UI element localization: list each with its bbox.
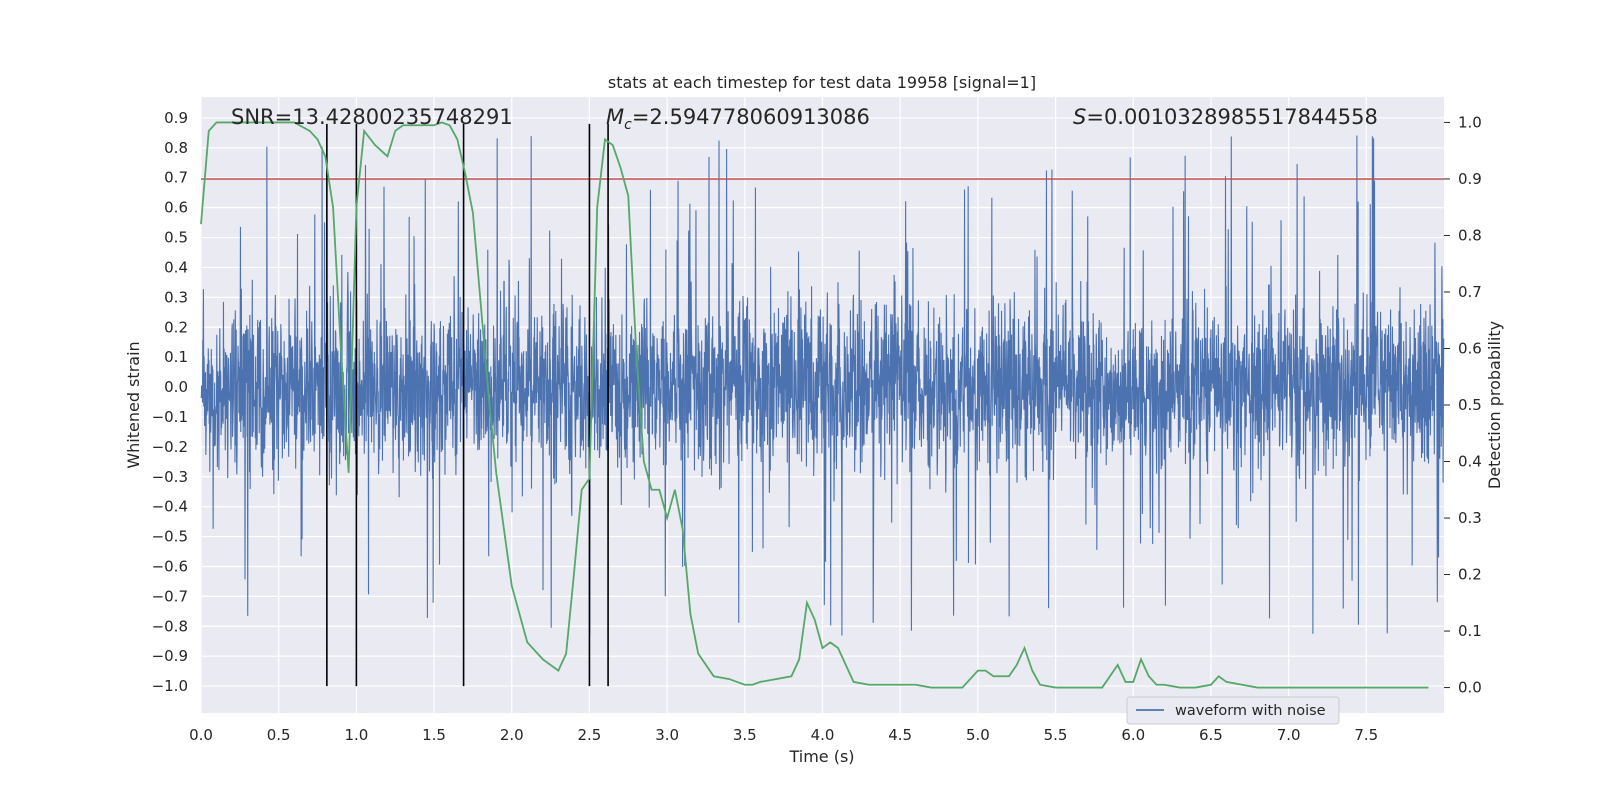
y-tick-label: −1.0 — [152, 677, 188, 695]
y2-axis-label: Detection probability — [1485, 321, 1504, 489]
x-tick-label: 1.5 — [422, 726, 446, 744]
y2-tick-label: 0.4 — [1458, 453, 1482, 471]
noise-waveform-path — [200, 135, 1445, 636]
x-tick-label: 2.0 — [500, 726, 524, 744]
s-symbol: S — [1073, 105, 1086, 129]
y-tick-label: 0.0 — [164, 378, 188, 396]
y-tick-label: 0.8 — [164, 139, 188, 157]
y-tick-label: −0.5 — [152, 528, 188, 546]
y-tick-label: −0.3 — [152, 468, 188, 486]
y2-tick-label: 0.1 — [1458, 622, 1482, 640]
x-tick-label: 5.5 — [1044, 726, 1068, 744]
x-tick-label: 7.0 — [1277, 726, 1301, 744]
x-tick-label: 3.0 — [655, 726, 679, 744]
y2-tick-label: 0.8 — [1458, 226, 1482, 244]
chirp-mass-symbol: M — [606, 105, 624, 129]
y2-axis-ticks: 1.0 0.9 0.8 0.7 0.6 0.5 0.4 0.3 0.2 0.1 0.0 — [1444, 113, 1482, 697]
y2-tick-label: 0.5 — [1458, 396, 1482, 414]
x-tick-label: 2.5 — [578, 726, 602, 744]
y-tick-label: −0.6 — [152, 557, 188, 575]
x-tick-label: 7.5 — [1354, 726, 1378, 744]
y-tick-label: −0.7 — [152, 587, 188, 605]
x-tick-label: 4.0 — [811, 726, 835, 744]
x-tick-label: 5.0 — [966, 726, 990, 744]
chirp-mass-annotation: Mc=2.594778060913086 — [606, 105, 870, 133]
detection-probability-line — [200, 121, 1429, 689]
y-tick-label: −0.9 — [152, 647, 188, 665]
y-tick-label: 0.1 — [164, 348, 188, 366]
legend-box — [1126, 696, 1340, 725]
y-tick-label: −0.2 — [152, 438, 188, 456]
y-tick-label: 0.7 — [164, 169, 188, 187]
chirp-mass-subscript: c — [624, 117, 632, 133]
y-tick-label: −0.1 — [152, 408, 188, 426]
y2-tick-label: 0.9 — [1458, 170, 1482, 188]
s-value: =0.0010328985517844558 — [1086, 105, 1378, 129]
y2-tick-label: 0.3 — [1458, 509, 1482, 527]
y-tick-label: 0.3 — [164, 288, 188, 306]
x-tick-label: 6.0 — [1121, 726, 1145, 744]
y-tick-label: 0.9 — [164, 109, 188, 127]
x-tick-label: 0.5 — [267, 726, 291, 744]
x-axis-label: Time (s) — [788, 747, 854, 766]
x-axis-ticks: 0.0 0.5 1.0 1.5 2.0 2.5 3.0 3.5 4.0 4.5 5.0 5.5 6.0 6… — [189, 726, 1378, 744]
waveform-with-noise-series — [200, 135, 1445, 636]
y2-tick-label: 0.6 — [1458, 339, 1482, 357]
y2-tick-label: 0.2 — [1458, 566, 1482, 584]
x-tick-label: 0.0 — [189, 726, 213, 744]
x-tick-label: 4.5 — [888, 726, 912, 744]
y2-tick-label: 0.0 — [1458, 679, 1482, 697]
y-tick-label: 0.6 — [164, 199, 188, 217]
y-tick-label: −0.4 — [152, 498, 188, 516]
detection-probability-series — [200, 121, 1429, 689]
x-tick-label: 1.0 — [344, 726, 368, 744]
y2-tick-label: 0.7 — [1458, 283, 1482, 301]
legend: waveform with noise — [1126, 696, 1340, 725]
y-axis-label: Whitened strain — [124, 341, 143, 468]
legend-label: waveform with noise — [1175, 703, 1326, 719]
s-statistic-annotation: S=0.0010328985517844558 — [1073, 105, 1378, 129]
x-tick-label: 6.5 — [1199, 726, 1223, 744]
y-tick-label: 0.4 — [164, 258, 188, 276]
y-tick-label: −0.8 — [152, 617, 188, 635]
x-tick-label: 3.5 — [733, 726, 757, 744]
y-axis-ticks: 0.9 0.8 0.7 0.6 0.5 0.4 0.3 0.2 0.1 0.0 −0.1 −0.2 −0… — [152, 109, 188, 695]
y2-tick-label: 1.0 — [1458, 113, 1482, 131]
snr-annotation: SNR=13.42800235748291 — [231, 105, 513, 129]
chart-title: stats at each timestep for test data 199… — [608, 73, 1036, 92]
y-tick-label: 0.5 — [164, 229, 188, 247]
chirp-mass-value: =2.594778060913086 — [632, 105, 870, 129]
y-tick-label: 0.2 — [164, 318, 188, 336]
